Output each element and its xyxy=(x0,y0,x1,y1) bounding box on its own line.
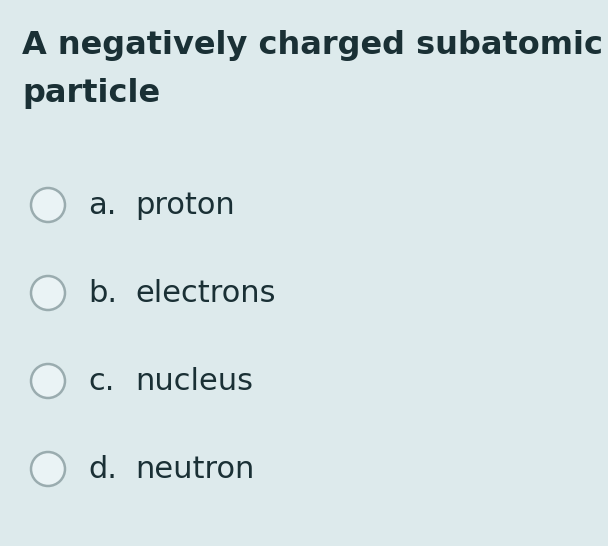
Text: A negatively charged subatomic: A negatively charged subatomic xyxy=(22,30,603,61)
Text: proton: proton xyxy=(135,191,235,219)
Circle shape xyxy=(31,452,65,486)
Text: a.: a. xyxy=(88,191,116,219)
Circle shape xyxy=(31,364,65,398)
Text: particle: particle xyxy=(22,78,160,109)
Text: neutron: neutron xyxy=(135,454,254,484)
Text: c.: c. xyxy=(88,366,114,395)
Text: nucleus: nucleus xyxy=(135,366,253,395)
Text: b.: b. xyxy=(88,278,117,307)
Circle shape xyxy=(31,188,65,222)
Text: electrons: electrons xyxy=(135,278,275,307)
Circle shape xyxy=(31,276,65,310)
Text: d.: d. xyxy=(88,454,117,484)
